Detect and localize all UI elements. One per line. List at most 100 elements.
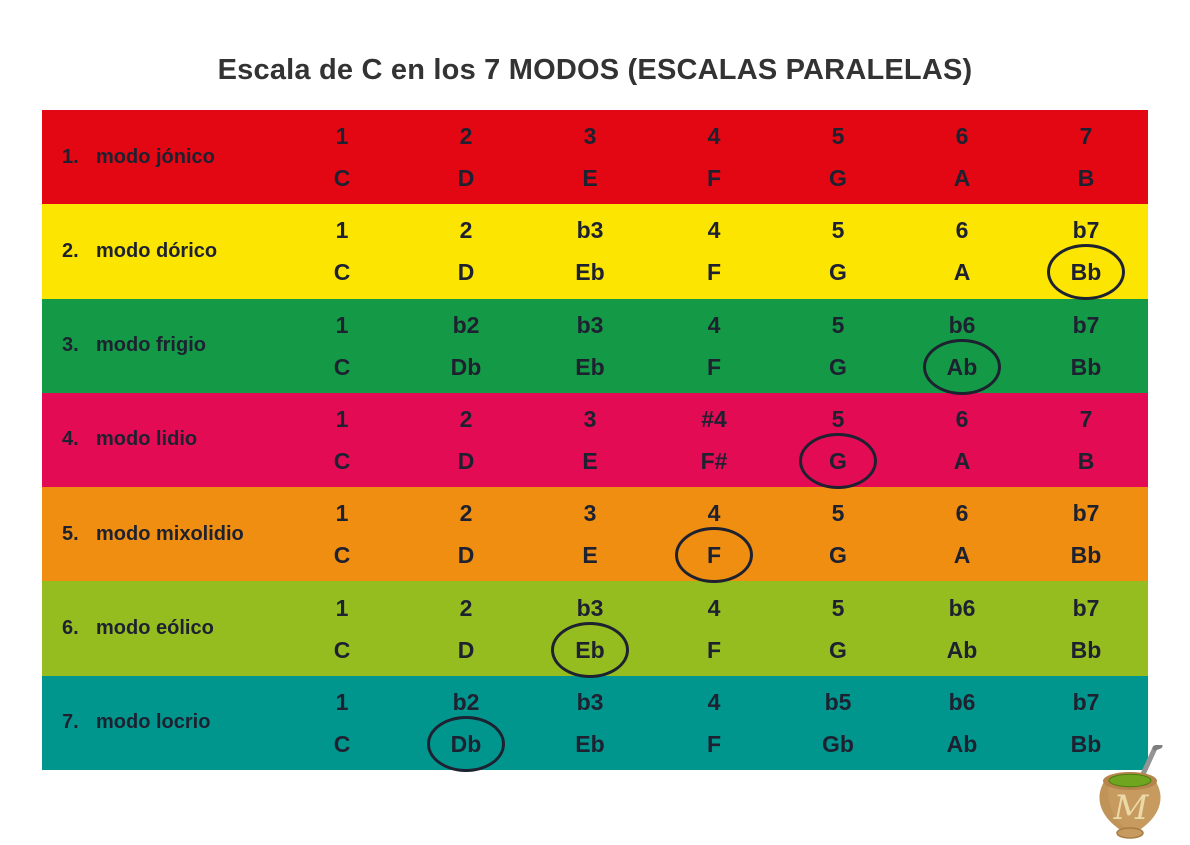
note-name: E <box>550 534 630 576</box>
scale-degree-cell: 7 B <box>1024 110 1148 204</box>
mode-row: 5. modo mixolidio 1 C 2 D 3 E 4 F 5 <box>42 487 1148 584</box>
scale-degree-cell: #4 F# <box>652 393 776 487</box>
mode-row: 6. modo eólico 1 C 2 D b3 Eb 4 F 5 <box>42 581 1148 678</box>
scale-degree-cell: b3 Eb <box>528 676 652 770</box>
mode-number: 2. <box>62 239 79 262</box>
degree-number: 4 <box>707 688 721 715</box>
note-text: F <box>706 353 722 380</box>
scale-degree-cell: 1 C <box>280 204 404 298</box>
note-text: C <box>333 542 351 569</box>
note-text: Eb <box>575 259 605 286</box>
note-text: D <box>457 636 475 663</box>
note-name: Ab <box>922 629 1002 671</box>
scale-degree-cell: 2 D <box>404 581 528 675</box>
mode-row: 7. modo locrio 1 C b2 Db b3 Eb 4 F b5 <box>42 675 1148 772</box>
scale-degree-cell: 5 G <box>776 581 900 675</box>
degree-number: 4 <box>707 123 721 150</box>
scale-degree-cell: 4 F <box>652 299 776 393</box>
mode-number: 5. <box>62 522 79 545</box>
note-text: F <box>706 542 722 569</box>
note-name: C <box>302 346 382 388</box>
note-text: E <box>582 542 598 569</box>
scale-degree-cell: b7 Bb <box>1024 676 1148 770</box>
degree-number: b7 <box>1072 217 1100 244</box>
note-text: F <box>706 165 722 192</box>
note-name: F# <box>674 440 754 482</box>
note-name: G <box>798 432 878 489</box>
scale-degree-cell: b3 Eb <box>528 204 652 298</box>
mode-label-cell: 3. modo frigio <box>42 299 280 393</box>
mode-number: 6. <box>62 617 79 640</box>
degree-number: 1 <box>335 217 349 244</box>
scale-degree-cell: b2 Db <box>404 299 528 393</box>
note-text: B <box>1077 165 1095 192</box>
scale-cells: 1 C b2 Db b3 Eb 4 F 5 G b6 <box>280 299 1148 395</box>
note-text: F <box>706 730 722 757</box>
mode-number: 3. <box>62 334 79 357</box>
note-text: Ab <box>946 353 978 380</box>
scale-degree-cell: b7 Bb <box>1024 581 1148 675</box>
note-name: F <box>674 346 754 388</box>
note-text: F <box>706 259 722 286</box>
scale-degree-cell: b3 Eb <box>528 581 652 678</box>
degree-number: 1 <box>335 688 349 715</box>
degree-number: 2 <box>459 594 473 621</box>
scale-degree-cell: 3 E <box>528 393 652 487</box>
degree-number: b5 <box>824 688 852 715</box>
scale-degree-cell: b7 Bb <box>1024 487 1148 581</box>
degree-number: 2 <box>459 123 473 150</box>
scale-degree-cell: 2 D <box>404 393 528 487</box>
note-text: G <box>829 542 847 569</box>
mode-label: modo jónico <box>96 145 215 168</box>
degree-number: 2 <box>459 405 473 432</box>
degree-number: b3 <box>576 311 604 338</box>
scale-degree-cell: 2 D <box>404 204 528 298</box>
note-text: G <box>829 353 847 380</box>
degree-number: 6 <box>955 500 969 527</box>
note-text: D <box>457 447 475 474</box>
note-text: G <box>829 165 847 192</box>
scale-cells: 1 C 2 D 3 E 4 F 5 G 6 <box>280 487 1148 584</box>
degree-number: 7 <box>1079 405 1093 432</box>
degree-number: 1 <box>335 405 349 432</box>
note-name: Gb <box>798 723 878 765</box>
mode-row: 1. modo jónico 1 C 2 D 3 E 4 F 5 <box>42 110 1148 205</box>
note-name: C <box>302 251 382 293</box>
note-name: D <box>426 629 506 671</box>
degree-number: 4 <box>707 311 721 338</box>
note-name: A <box>922 534 1002 576</box>
note-name: C <box>302 157 382 199</box>
note-name: Eb <box>550 346 630 388</box>
scale-degree-cell: 4 F <box>652 110 776 204</box>
note-text: C <box>333 447 351 474</box>
mode-label: modo locrio <box>96 711 211 734</box>
note-name: D <box>426 440 506 482</box>
degree-number: 1 <box>335 500 349 527</box>
note-text: Bb <box>1070 259 1102 286</box>
note-text: B <box>1077 447 1095 474</box>
scale-cells: 1 C b2 Db b3 Eb 4 F b5 Gb b6 <box>280 676 1148 772</box>
scale-degree-cell: b6 Ab <box>900 676 1024 770</box>
mode-row: 4. modo lidio 1 C 2 D 3 E #4 F# 5 <box>42 392 1148 489</box>
degree-number: b3 <box>576 594 604 621</box>
degree-number: 2 <box>459 500 473 527</box>
mode-label: modo dórico <box>96 239 218 262</box>
note-name: Ab <box>922 338 1002 395</box>
note-text: C <box>333 636 351 663</box>
degree-number: 5 <box>831 594 845 621</box>
degree-number: b2 <box>452 311 480 338</box>
note-name: C <box>302 534 382 576</box>
degree-number: b3 <box>576 217 604 244</box>
degree-number: b6 <box>948 594 976 621</box>
scale-degree-cell: 2 D <box>404 487 528 581</box>
degree-number: 7 <box>1079 123 1093 150</box>
note-name: A <box>922 157 1002 199</box>
scale-degree-cell: 5 G <box>776 299 900 393</box>
note-name: C <box>302 629 382 671</box>
scale-degree-cell: 1 C <box>280 676 404 770</box>
degree-number: 2 <box>459 217 473 244</box>
degree-number: b7 <box>1072 311 1100 338</box>
scale-degree-cell: 1 C <box>280 487 404 581</box>
note-text: D <box>457 165 475 192</box>
note-name: D <box>426 534 506 576</box>
